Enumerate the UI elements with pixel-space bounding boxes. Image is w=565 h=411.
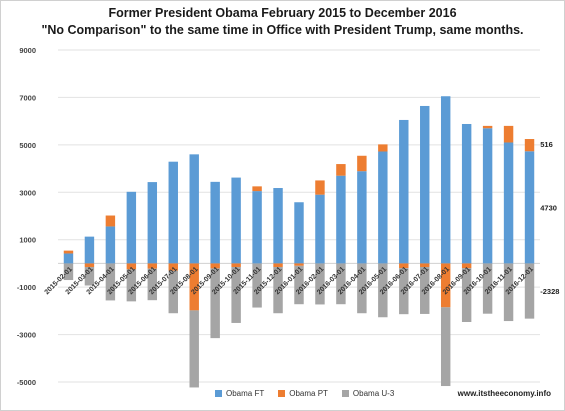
bar-obama-ft-17 <box>420 105 430 264</box>
bar-obama-ft-20 <box>482 128 493 264</box>
bar-obama-pt-4 <box>147 263 158 269</box>
bar-obama-u-3-8 <box>231 266 241 323</box>
bar-obama-ft-14 <box>357 171 367 264</box>
bar-obama-pt-5 <box>168 263 178 271</box>
bar-obama-ft-21 <box>503 142 514 264</box>
legend-swatch-u3 <box>341 390 349 397</box>
bar-obama-u-3-14 <box>357 263 367 314</box>
bar-obama-ft-4 <box>147 182 158 264</box>
bar-obama-u-3-2 <box>105 263 116 301</box>
legend-label-ft: Obama FT <box>226 389 265 398</box>
bar-obama-pt-17 <box>420 263 430 267</box>
bar-obama-pt-12 <box>315 180 325 195</box>
legend-item-pt: Obama PT <box>278 389 328 398</box>
bar-obama-pt-11 <box>294 263 304 266</box>
legend-swatch-pt <box>278 390 286 397</box>
bar-obama-pt-14 <box>357 155 367 172</box>
bar-obama-pt-0 <box>63 250 74 254</box>
bar-obama-pt-10 <box>273 263 283 267</box>
bar-obama-u-3-13 <box>336 263 346 305</box>
bar-obama-ft-16 <box>399 119 409 264</box>
bar-obama-ft-3 <box>126 191 137 264</box>
bar-obama-u-3-15 <box>378 263 388 318</box>
bar-obama-pt-3 <box>126 263 137 270</box>
y-tick-label-4: 1000 <box>19 236 36 245</box>
bar-obama-u-3-6 <box>189 310 199 388</box>
legend-swatch-ft <box>215 390 222 397</box>
chart-title: Former President Obama February 2015 to … <box>108 6 457 20</box>
bar-obama-ft-18 <box>440 96 451 264</box>
bar-obama-pt-16 <box>399 263 409 269</box>
bar-obama-u-3-22 <box>524 263 535 319</box>
bar-obama-ft-15 <box>378 151 388 264</box>
bar-obama-u-3-0 <box>63 263 74 281</box>
bar-obama-ft-6 <box>189 154 199 264</box>
y-tick-label-2: 5000 <box>19 141 36 150</box>
bar-obama-pt-19 <box>461 263 472 269</box>
bar-obama-u-3-4 <box>147 268 158 301</box>
bar-obama-ft-22 <box>524 151 535 264</box>
bar-obama-pt-18 <box>440 263 451 308</box>
bar-obama-pt-13 <box>336 164 346 176</box>
bar-obama-u-3-9 <box>252 263 262 308</box>
bar-obama-ft-7 <box>210 181 220 264</box>
legend-label-u3: Obama U-3 <box>352 389 395 398</box>
bar-obama-ft-1 <box>84 236 95 264</box>
bar-obama-ft-5 <box>168 161 178 264</box>
bar-obama-ft-10 <box>273 188 283 264</box>
y-tick-label-1: 7000 <box>19 93 36 102</box>
bar-obama-u-3-20 <box>482 263 493 314</box>
bar-obama-pt-8 <box>231 263 241 267</box>
chart-legend: Obama FT Obama PT Obama U-3 <box>215 389 394 398</box>
bar-obama-pt-7 <box>210 263 220 269</box>
legend-item-ft: Obama FT <box>215 389 264 398</box>
bar-obama-ft-0 <box>63 253 74 264</box>
bar-obama-ft-11 <box>294 202 304 264</box>
bar-obama-ft-8 <box>231 177 241 264</box>
bar-obama-ft-9 <box>252 191 262 264</box>
bar-obama-pt-20 <box>482 125 493 129</box>
data-label-u3: -2328 <box>540 287 559 296</box>
source-credit: www.itstheeconomy.info <box>457 389 551 398</box>
bar-obama-u-3-3 <box>126 269 137 302</box>
bar-obama-u-3-16 <box>399 268 409 315</box>
bar-obama-u-3-7 <box>210 268 220 339</box>
y-tick-label-7: -5000 <box>17 378 36 387</box>
bar-obama-pt-1 <box>84 263 95 267</box>
bar-obama-pt-22 <box>524 139 535 152</box>
bar-obama-u-3-12 <box>315 263 325 305</box>
legend-label-pt: Obama PT <box>289 389 328 398</box>
bar-obama-u-3-10 <box>273 266 283 314</box>
bar-obama-u-3-18 <box>440 307 451 387</box>
bar-obama-pt-15 <box>378 144 388 152</box>
legend-item-u3: Obama U-3 <box>341 389 395 398</box>
bar-obama-u-3-1 <box>84 266 95 286</box>
bar-obama-ft-19 <box>461 123 472 264</box>
bar-obama-ft-12 <box>315 194 325 264</box>
data-label-ft: 4730 <box>540 203 557 212</box>
chart-subtitle: "No Comparison" to the same time in Offi… <box>41 23 524 37</box>
bar-obama-pt-9 <box>252 186 262 192</box>
y-tick-label-5: -1000 <box>17 283 36 292</box>
y-tick-label-0: 9000 <box>19 46 36 55</box>
data-label-pt: 516 <box>540 140 553 149</box>
y-tick-label-6: -3000 <box>17 331 36 340</box>
bar-obama-pt-6 <box>189 263 199 311</box>
bar-obama-u-3-21 <box>503 263 514 322</box>
bar-obama-pt-21 <box>503 125 514 143</box>
bar-obama-u-3-5 <box>168 270 178 314</box>
bar-obama-ft-13 <box>336 175 346 264</box>
bar-obama-u-3-17 <box>420 266 430 314</box>
y-tick-label-3: 3000 <box>19 188 36 197</box>
bar-obama-pt-2 <box>105 215 116 227</box>
bar-obama-u-3-11 <box>294 265 304 305</box>
bar-obama-u-3-19 <box>461 268 472 323</box>
bar-obama-ft-2 <box>105 226 116 264</box>
